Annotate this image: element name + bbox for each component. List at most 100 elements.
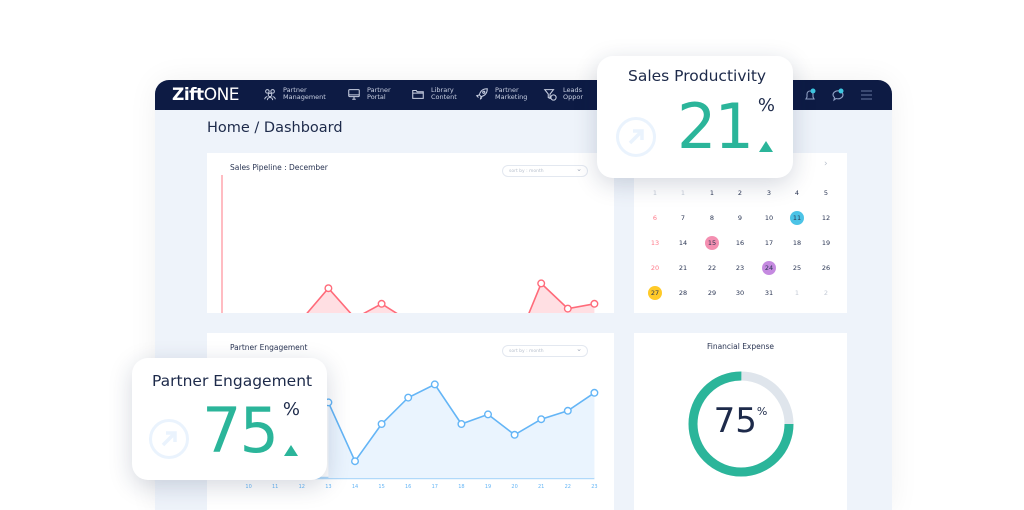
nav-label: Oppor xyxy=(563,93,584,101)
data-point[interactable] xyxy=(537,415,546,424)
popup-value-row: 75 % xyxy=(202,400,300,462)
x-tick-label: 16 xyxy=(405,484,411,490)
financial-expense-donut xyxy=(688,371,794,477)
calendar-day[interactable]: 1 xyxy=(652,189,658,197)
ziftone-logo[interactable]: ZiftONE xyxy=(172,85,240,105)
sort-dropdown[interactable]: sort by : month xyxy=(502,165,588,177)
data-point[interactable] xyxy=(457,419,466,428)
calendar-day[interactable]: 1 xyxy=(709,189,715,197)
rocket-icon xyxy=(475,88,488,100)
nav-leads-opportunities[interactable]: Leads Oppor xyxy=(543,87,583,101)
bell-icon[interactable] xyxy=(803,88,817,102)
popup-side: % xyxy=(283,400,300,462)
calendar-day[interactable]: 9 xyxy=(737,214,743,222)
data-point[interactable] xyxy=(484,410,493,419)
series-area xyxy=(328,384,595,478)
calendar-day[interactable]: 17 xyxy=(764,239,774,247)
sales-productivity-popup: Sales Productivity 21 % xyxy=(597,56,793,178)
calendar-day[interactable]: 1 xyxy=(794,289,800,297)
popup-title: Partner Engagement xyxy=(152,372,313,390)
calendar-day[interactable]: 4 xyxy=(794,189,800,197)
x-tick-label: 21 xyxy=(538,484,544,490)
popup-value: 21 xyxy=(677,90,754,163)
folder-icon xyxy=(412,89,424,99)
menu-icon[interactable] xyxy=(861,90,872,100)
calendar-day[interactable]: 30 xyxy=(735,289,745,297)
popup-side: % xyxy=(758,96,775,158)
data-point[interactable] xyxy=(377,299,386,308)
calendar-day[interactable]: 12 xyxy=(821,214,831,222)
data-point[interactable] xyxy=(563,406,572,415)
x-tick-label: 22 xyxy=(565,484,571,490)
calendar-day[interactable]: 20 xyxy=(650,264,660,272)
x-tick-label: 15 xyxy=(378,484,384,490)
sort-dropdown[interactable]: sort by : month xyxy=(502,345,588,357)
calendar-day[interactable]: 28 xyxy=(678,289,688,297)
calendar-day[interactable]: 1 xyxy=(680,189,686,197)
calendar-day[interactable]: 25 xyxy=(792,264,802,272)
calendar-day[interactable]: 5 xyxy=(823,189,829,197)
donut-number: 75 xyxy=(713,401,757,441)
chat-icon[interactable] xyxy=(831,88,845,102)
funnel-icon xyxy=(543,89,557,101)
x-tick-label: 10 xyxy=(245,484,251,490)
calendar-day[interactable]: 26 xyxy=(821,264,831,272)
series-line xyxy=(306,282,595,313)
data-point[interactable] xyxy=(590,299,599,308)
calendar-day[interactable]: 6 xyxy=(652,214,658,222)
x-tick-label: 12 xyxy=(299,484,305,490)
data-point[interactable] xyxy=(590,388,599,397)
x-tick-label: 20 xyxy=(511,484,517,490)
data-point[interactable] xyxy=(430,380,439,389)
calendar-day-highlighted[interactable]: 15 xyxy=(705,236,719,250)
x-tick-label: 11 xyxy=(272,484,278,490)
calendar-day[interactable]: 2 xyxy=(737,189,743,197)
calendar-day[interactable]: 7 xyxy=(680,214,686,222)
data-point[interactable] xyxy=(563,304,572,313)
calendar-day[interactable]: 2 xyxy=(823,289,829,297)
calendar-day[interactable]: 23 xyxy=(735,264,745,272)
calendar-day-highlighted[interactable]: 24 xyxy=(762,261,776,275)
calendar-day[interactable]: 19 xyxy=(821,239,831,247)
calendar-day[interactable]: 21 xyxy=(678,264,688,272)
card-title: Financial Expense xyxy=(706,342,775,351)
x-tick-label: 18 xyxy=(458,484,464,490)
calendar-day-highlighted[interactable]: 27 xyxy=(648,286,662,300)
calendar-day[interactable]: 8 xyxy=(709,214,715,222)
calendar-day[interactable]: 13 xyxy=(650,239,660,247)
calendar-day[interactable]: 10 xyxy=(764,214,774,222)
calendar-day[interactable]: 18 xyxy=(792,239,802,247)
calendar-day[interactable]: 16 xyxy=(735,239,745,247)
nav-label: Management xyxy=(283,93,326,101)
nav-label: Partner xyxy=(367,86,391,94)
popup-title: Sales Productivity xyxy=(628,67,767,85)
data-point[interactable] xyxy=(377,419,386,428)
nav-partner-portal[interactable]: Partner Portal xyxy=(347,87,391,101)
data-point[interactable] xyxy=(537,279,546,288)
popup-value-row: 21 % xyxy=(677,96,775,158)
nav-partner-management[interactable]: Partner Management xyxy=(263,87,326,101)
calendar-day[interactable]: 14 xyxy=(678,239,688,247)
x-tick-label: 19 xyxy=(485,484,491,490)
calendar-day[interactable]: 31 xyxy=(764,289,774,297)
trend-arrow-icon xyxy=(149,419,189,459)
calendar-day-highlighted[interactable]: 11 xyxy=(790,211,804,225)
chevron-right-icon[interactable]: › xyxy=(824,159,828,169)
users-icon xyxy=(264,89,276,101)
data-point[interactable] xyxy=(350,457,359,466)
x-tick-label: 23 xyxy=(591,484,597,490)
logo-light: ONE xyxy=(203,85,240,105)
nav-library-content[interactable]: Library Content xyxy=(411,87,457,101)
data-point[interactable] xyxy=(324,284,333,293)
popup-value: 75 xyxy=(202,394,279,467)
data-point[interactable] xyxy=(404,393,413,402)
donut-value: 75% xyxy=(634,401,847,441)
calendar-day[interactable]: 3 xyxy=(766,189,772,197)
calendar-day[interactable]: 22 xyxy=(707,264,717,272)
nav-partner-marketing[interactable]: Partner Marketing xyxy=(475,87,527,101)
nav-label: Library xyxy=(431,86,454,94)
financial-expense-card: Financial Expense 75% xyxy=(634,333,847,510)
calendar-day[interactable]: 29 xyxy=(707,289,717,297)
data-point[interactable] xyxy=(510,430,519,439)
